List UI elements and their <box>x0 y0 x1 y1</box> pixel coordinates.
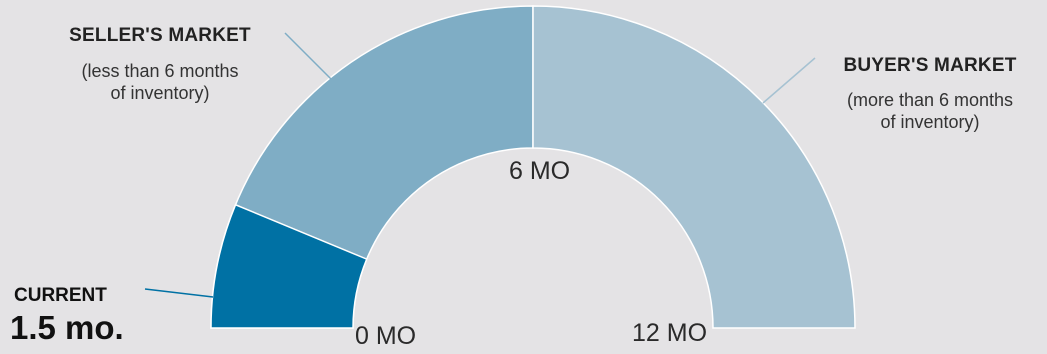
current-value-segment <box>210 203 368 329</box>
seller-annotation: SELLER'S MARKET (less than 6 months of i… <box>40 25 280 104</box>
seller-leader-line <box>284 32 333 81</box>
current-title: CURRENT <box>14 285 107 306</box>
current-leader-line <box>144 288 214 298</box>
buyer-desc-line2: of inventory) <box>880 112 980 132</box>
tick-label-12: 12 MO <box>632 319 708 347</box>
tick-label-6: 6 MO <box>509 157 571 185</box>
buyer-title: BUYER'S MARKET <box>843 55 1017 76</box>
tick-label-0: 0 MO <box>355 322 417 350</box>
buyer-market-segment <box>532 5 856 329</box>
seller-desc-line1: (less than 6 months <box>81 61 239 81</box>
current-value: 1.5 mo. <box>10 309 124 346</box>
buyer-leader-line <box>762 57 816 104</box>
seller-desc-line2: of inventory) <box>110 83 210 103</box>
buyer-desc-line1: (more than 6 months <box>846 90 1014 110</box>
seller-title: SELLER'S MARKET <box>69 25 251 46</box>
buyer-annotation: BUYER'S MARKET (more than 6 months of in… <box>815 55 1045 133</box>
